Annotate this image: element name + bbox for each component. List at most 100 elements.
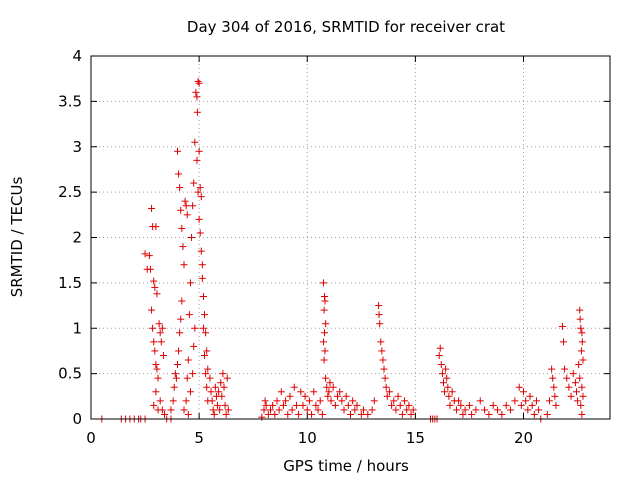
data-point <box>303 406 311 414</box>
data-point <box>405 401 413 409</box>
data-point <box>273 397 281 405</box>
data-point <box>528 401 536 409</box>
data-point <box>502 401 510 409</box>
y-tick-label: 3.5 <box>58 92 82 110</box>
data-point <box>184 410 192 418</box>
y-tick-label: 3 <box>72 138 82 156</box>
data-point <box>156 329 164 337</box>
data-point <box>301 392 309 400</box>
data-point <box>321 329 329 337</box>
x-tick-label: 0 <box>86 429 96 447</box>
data-point <box>266 406 274 414</box>
x-tick-label: 15 <box>406 429 425 447</box>
data-point <box>382 383 390 391</box>
data-point <box>152 361 160 369</box>
data-point <box>321 297 329 305</box>
data-point <box>561 365 569 373</box>
data-point <box>174 361 181 369</box>
data-point <box>398 410 406 418</box>
data-point <box>155 320 163 328</box>
data-point <box>322 320 330 328</box>
data-point <box>549 374 557 382</box>
data-point <box>535 406 543 414</box>
data-point <box>194 188 202 196</box>
data-point <box>209 406 217 414</box>
data-point <box>312 401 320 409</box>
data-point <box>438 370 446 378</box>
data-point <box>277 388 285 396</box>
data-point <box>522 397 530 405</box>
data-point <box>215 388 223 396</box>
y-tick-label: 0 <box>72 410 82 428</box>
data-point <box>572 388 580 396</box>
data-point <box>199 324 207 332</box>
data-point <box>224 406 232 414</box>
data-point <box>219 370 227 378</box>
data-point <box>574 397 582 405</box>
data-point <box>334 392 342 400</box>
data-point <box>577 324 585 332</box>
data-point <box>569 370 577 378</box>
data-point <box>292 401 300 409</box>
data-point <box>290 383 298 391</box>
data-point <box>204 365 212 373</box>
data-point <box>151 347 159 355</box>
data-point <box>578 338 586 346</box>
data-point <box>177 206 185 214</box>
data-point <box>170 383 178 391</box>
data-point <box>308 410 316 418</box>
data-point <box>202 329 210 337</box>
data-point <box>186 279 194 287</box>
data-point <box>211 383 219 391</box>
data-point <box>455 397 463 405</box>
data-point <box>183 211 191 219</box>
data-point <box>179 243 187 251</box>
data-point <box>323 383 331 391</box>
data-point <box>336 388 344 396</box>
data-point <box>560 338 568 346</box>
data-point <box>189 370 197 378</box>
data-point <box>321 347 329 355</box>
data-point <box>385 388 393 396</box>
y-tick-label: 2.5 <box>58 183 82 201</box>
data-point <box>258 413 266 421</box>
data-point <box>489 401 497 409</box>
data-point <box>436 344 444 352</box>
data-point <box>193 93 201 101</box>
data-point <box>368 406 376 414</box>
data-point <box>342 392 350 400</box>
y-axis-title: SRMTID / TECUs <box>8 177 26 298</box>
data-point <box>530 410 538 418</box>
data-point <box>161 410 169 418</box>
data-point <box>210 410 218 418</box>
data-point <box>189 202 197 210</box>
data-point <box>156 397 164 405</box>
data-point <box>380 365 388 373</box>
data-point <box>481 406 489 414</box>
data-point <box>174 147 181 155</box>
data-point <box>146 265 154 273</box>
data-point <box>206 374 214 382</box>
data-point <box>318 410 326 418</box>
data-point <box>175 170 183 178</box>
data-point <box>220 383 228 391</box>
data-point <box>401 397 409 405</box>
data-point <box>578 329 586 337</box>
data-point <box>376 320 384 328</box>
y-tick-label: 4 <box>72 47 82 65</box>
data-point <box>207 388 215 396</box>
data-point <box>324 392 332 400</box>
data-point <box>202 370 210 378</box>
data-point <box>208 397 216 405</box>
data-point <box>325 388 333 396</box>
data-point <box>271 410 279 418</box>
data-point <box>148 306 156 314</box>
data-point <box>305 397 313 405</box>
data-point <box>197 247 205 255</box>
chart-title: Day 304 of 2016, SRMTID for receiver cra… <box>187 18 505 36</box>
plot-frame <box>90 55 611 420</box>
data-point <box>191 324 199 332</box>
data-point <box>153 290 161 298</box>
data-point <box>331 401 339 409</box>
data-point <box>182 397 190 405</box>
